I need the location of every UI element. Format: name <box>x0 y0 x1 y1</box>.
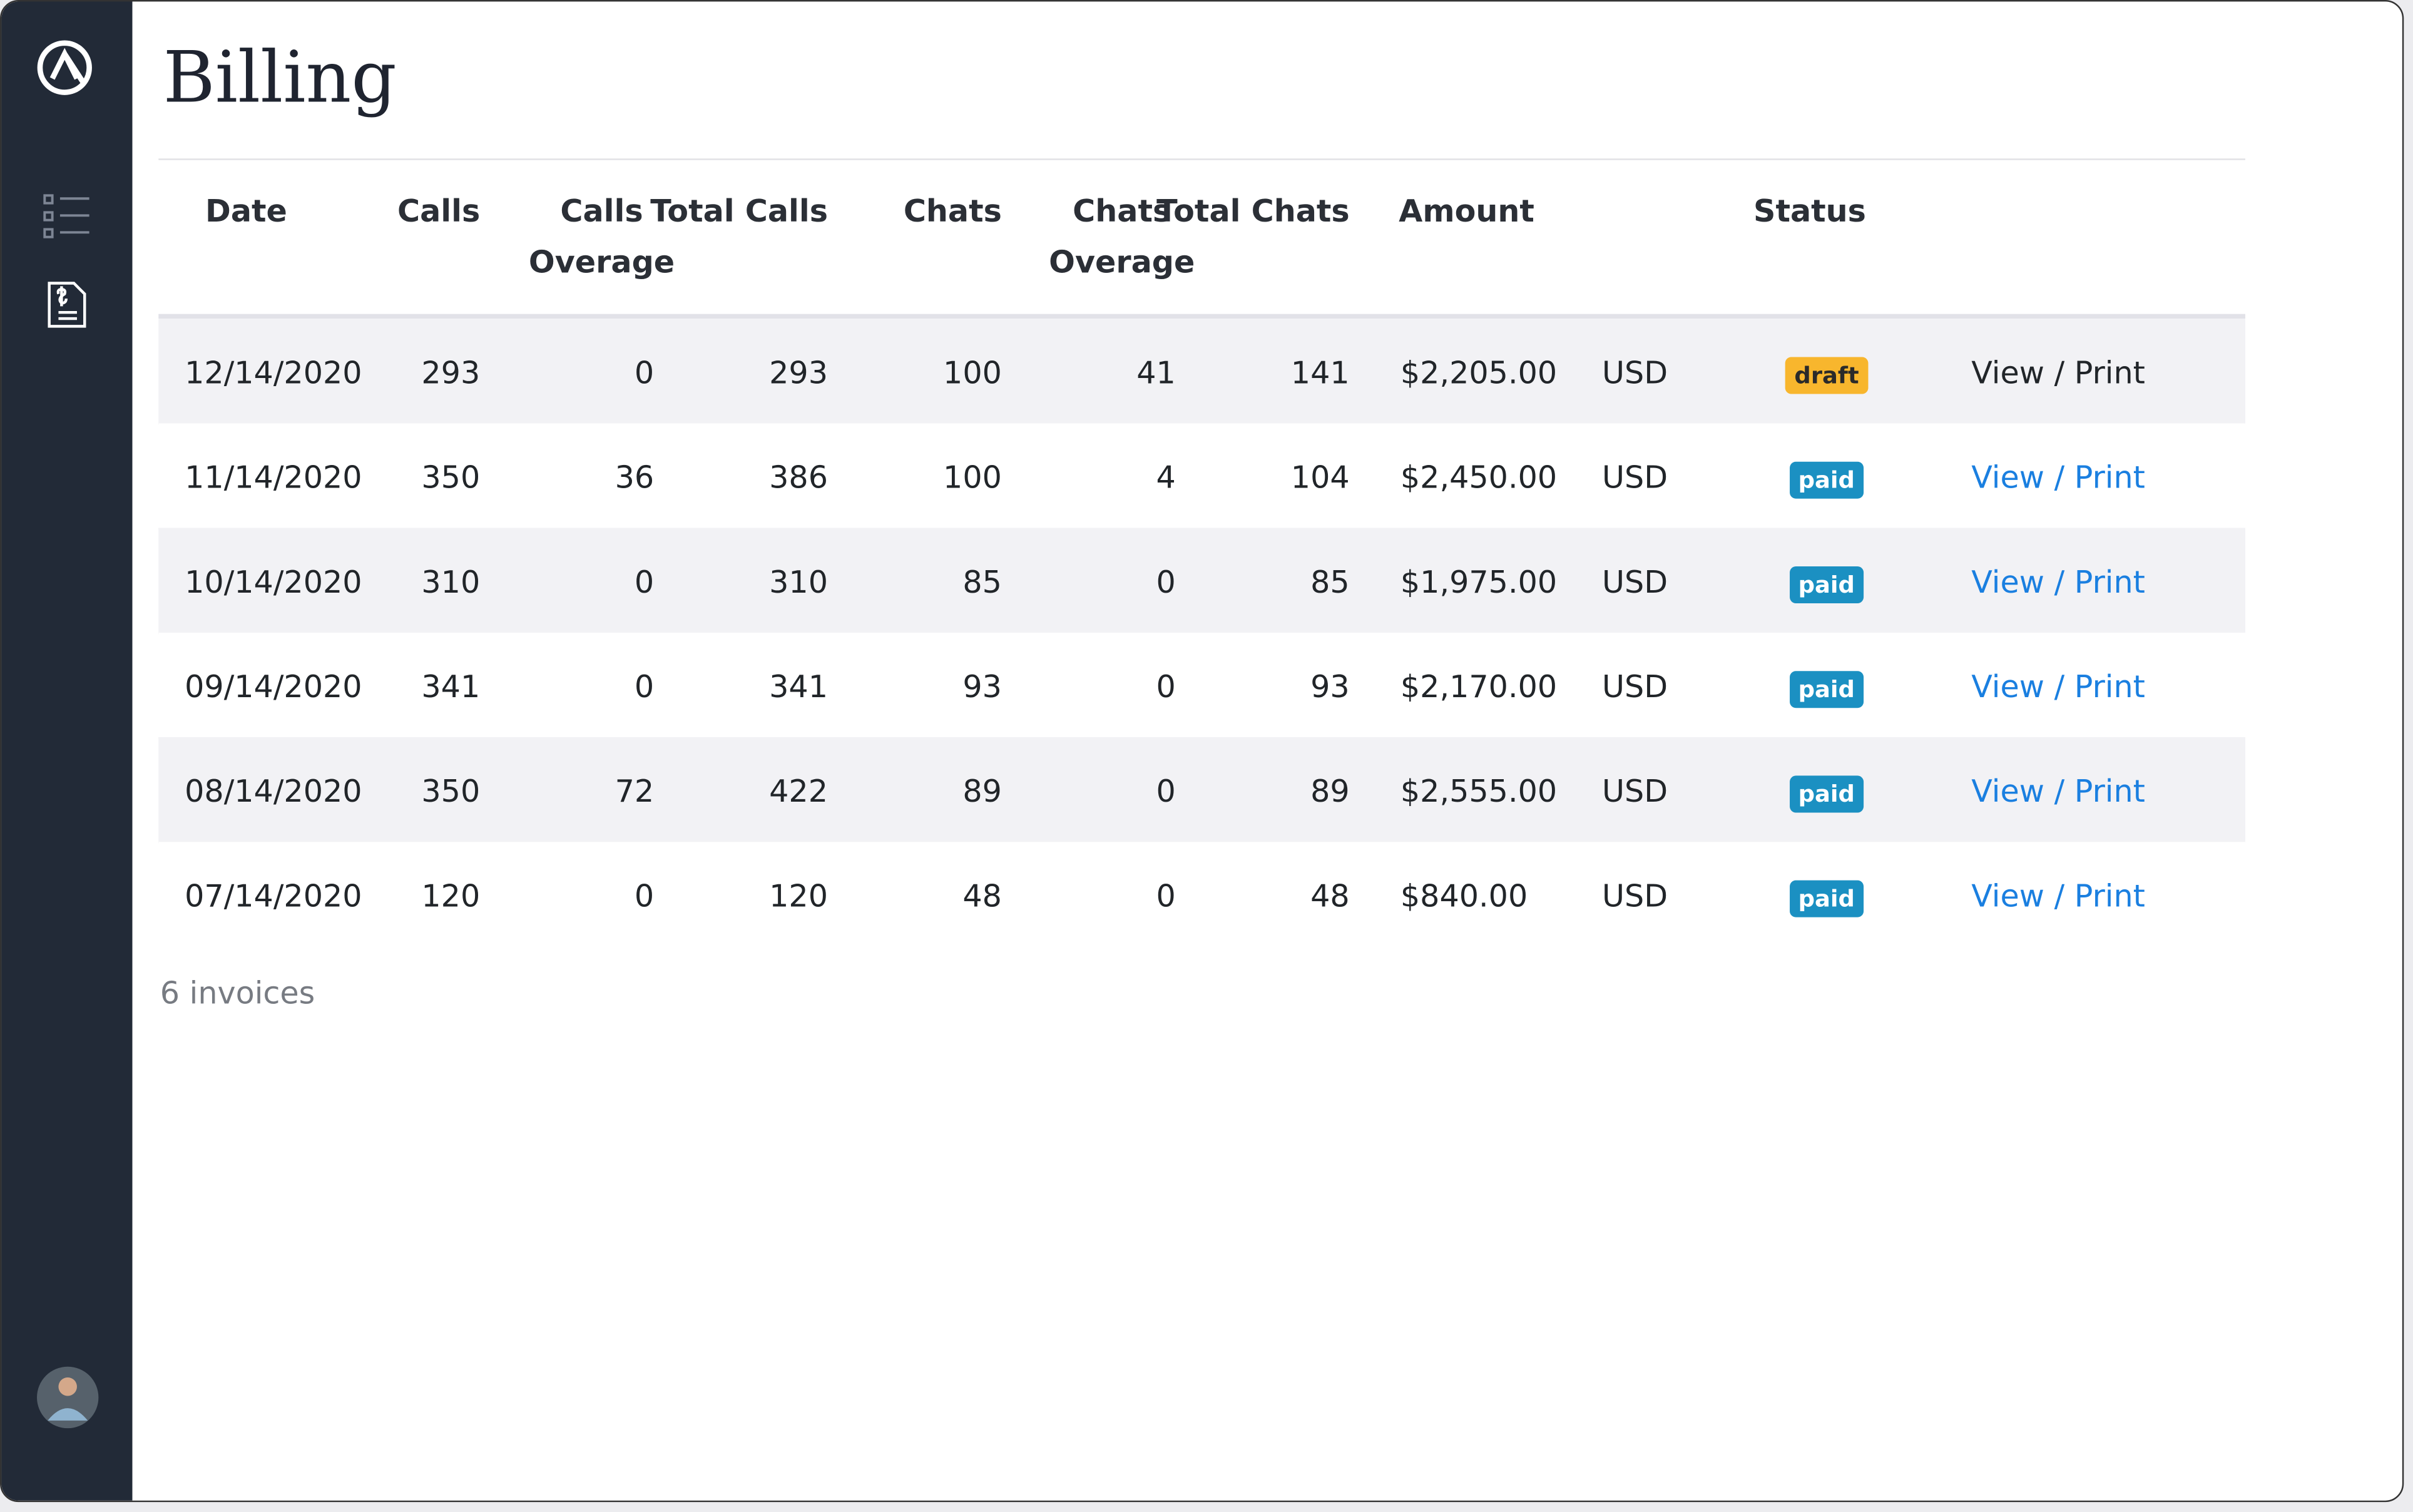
list-icon[interactable] <box>43 194 89 238</box>
cell: USD <box>1602 877 1668 914</box>
cell: 0 <box>634 877 655 914</box>
cell: $2,555.00 <box>1400 772 1558 810</box>
cell: 0 <box>1156 563 1176 601</box>
page-title: Billing <box>163 35 397 119</box>
view-print-link[interactable]: View / Print <box>1971 772 2145 810</box>
cell: 93 <box>1310 668 1350 705</box>
cell: 293 <box>421 354 481 391</box>
table-row <box>158 319 2245 425</box>
cell: $840.00 <box>1400 877 1528 914</box>
status-badge: paid <box>1788 461 1864 499</box>
cell: 93 <box>962 668 1002 705</box>
column-header: Status <box>1753 192 1866 230</box>
view-print-link[interactable]: View / Print <box>1971 354 2145 391</box>
cell: USD <box>1602 458 1668 496</box>
cell: 89 <box>962 772 1002 810</box>
view-print-link[interactable]: View / Print <box>1971 563 2145 601</box>
cell: 141 <box>1290 354 1350 391</box>
invoice-count: 6 invoices <box>160 974 315 1011</box>
cell: 350 <box>421 458 481 496</box>
cell: 11/14/2020 <box>185 458 362 496</box>
cell: 08/14/2020 <box>185 772 362 810</box>
cell: 0 <box>634 354 655 391</box>
cell: 341 <box>769 668 829 705</box>
column-header: Calls Overage <box>528 192 675 280</box>
column-header: Total Calls <box>650 192 829 230</box>
column-header: Calls <box>397 192 481 230</box>
cell: 09/14/2020 <box>185 668 362 705</box>
view-print-link[interactable]: View / Print <box>1971 668 2145 705</box>
cell: 72 <box>615 772 655 810</box>
header-divider <box>158 314 2245 319</box>
logo[interactable] <box>37 40 92 95</box>
cell: $2,170.00 <box>1400 668 1558 705</box>
cell: 0 <box>634 668 655 705</box>
cell: 48 <box>962 877 1002 914</box>
cell: 293 <box>769 354 829 391</box>
status-badge: paid <box>1788 671 1864 708</box>
cell: $2,450.00 <box>1400 458 1558 496</box>
cell: USD <box>1602 563 1668 601</box>
cell: 310 <box>769 563 829 601</box>
cell: USD <box>1602 772 1668 810</box>
view-print-link[interactable]: View / Print <box>1971 877 2145 914</box>
cell: 0 <box>1156 877 1176 914</box>
cell: 07/14/2020 <box>185 877 362 914</box>
cell: 350 <box>421 772 481 810</box>
column-header: Chats <box>903 192 1002 230</box>
column-header: Chats Overage <box>1049 192 1195 280</box>
cell: USD <box>1602 668 1668 705</box>
title-divider <box>158 158 2245 160</box>
status-badge: paid <box>1788 880 1864 917</box>
view-print-link[interactable]: View / Print <box>1971 458 2145 496</box>
cell: 100 <box>943 354 1002 391</box>
cell: 41 <box>1136 354 1176 391</box>
table-row <box>158 632 2245 739</box>
column-header: Total Chats <box>1156 192 1350 230</box>
cell: 48 <box>1310 877 1350 914</box>
cell: $2,205.00 <box>1400 354 1558 391</box>
billing-icon[interactable] <box>48 282 86 328</box>
cell: 10/14/2020 <box>185 563 362 601</box>
cell: 120 <box>421 877 481 914</box>
cell: 386 <box>769 458 829 496</box>
cell: 422 <box>769 772 829 810</box>
cell: 89 <box>1310 772 1350 810</box>
status-badge: paid <box>1788 566 1864 604</box>
cell: 85 <box>962 563 1002 601</box>
cell: 104 <box>1290 458 1350 496</box>
cell: 85 <box>1310 563 1350 601</box>
cell: 100 <box>943 458 1002 496</box>
cell: 36 <box>615 458 655 496</box>
cell: 120 <box>769 877 829 914</box>
cell: 0 <box>1156 772 1176 810</box>
column-header: Date <box>205 192 287 230</box>
cell: 310 <box>421 563 481 601</box>
table-row <box>158 842 2245 947</box>
cell: 4 <box>1156 458 1176 496</box>
cell: 0 <box>1156 668 1176 705</box>
cell: $1,975.00 <box>1400 563 1558 601</box>
table-row <box>158 528 2245 635</box>
table-row <box>158 737 2245 844</box>
cell: 0 <box>634 563 655 601</box>
status-badge: draft <box>1785 357 1869 394</box>
sidebar-icons <box>37 40 99 1429</box>
sidebar <box>1 1 133 1501</box>
cell: 341 <box>421 668 481 705</box>
cell: USD <box>1602 354 1668 391</box>
avatar[interactable] <box>37 1366 99 1429</box>
status-badge: paid <box>1788 775 1864 813</box>
cell: 12/14/2020 <box>185 354 362 391</box>
column-header: Amount <box>1399 192 1534 230</box>
